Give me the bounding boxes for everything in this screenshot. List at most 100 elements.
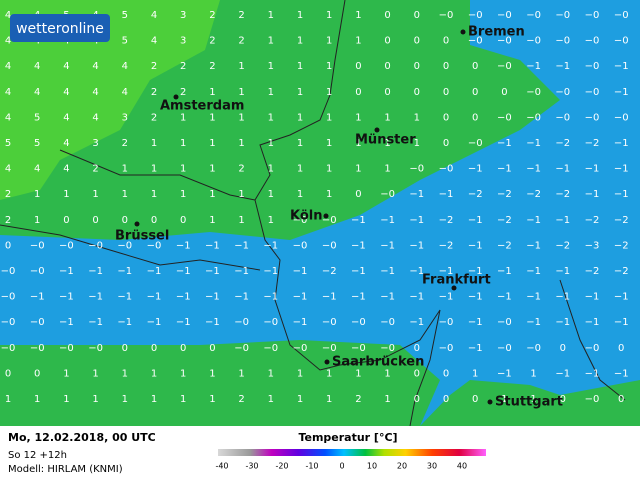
temp-value: −0 — [117, 240, 132, 251]
temp-value: 1 — [530, 368, 536, 379]
temp-value: 1 — [326, 189, 332, 200]
temp-value: 0 — [560, 343, 566, 354]
temp-value: 3 — [180, 36, 186, 47]
temp-value: 1 — [151, 138, 157, 149]
temp-value: −2 — [555, 240, 570, 251]
temp-value: −1 — [409, 292, 424, 303]
temp-value: −1 — [322, 292, 337, 303]
temp-value: 2 — [209, 36, 215, 47]
temp-value: 3 — [122, 112, 128, 123]
temp-value: 1 — [414, 138, 420, 149]
temp-value: −1 — [555, 61, 570, 72]
temp-value: −1 — [351, 266, 366, 277]
temp-value: −1 — [614, 292, 629, 303]
temp-value: −1 — [614, 87, 629, 98]
temp-value: 1 — [5, 394, 11, 405]
temp-value: −0 — [439, 164, 454, 175]
temp-value: −2 — [614, 266, 629, 277]
temp-value: 1 — [238, 189, 244, 200]
temp-value: 1 — [63, 394, 69, 405]
temp-value: −1 — [263, 240, 278, 251]
temp-value: 0 — [63, 215, 69, 226]
temp-value: −0 — [468, 138, 483, 149]
temp-value: 1 — [34, 215, 40, 226]
temp-value: 0 — [122, 343, 128, 354]
temp-value: 2 — [355, 394, 361, 405]
temp-value: 1 — [238, 368, 244, 379]
temp-value: 4 — [63, 61, 69, 72]
temp-value: 1 — [180, 368, 186, 379]
temp-value: 1 — [326, 61, 332, 72]
temp-value: −2 — [439, 240, 454, 251]
temp-value: 1 — [384, 164, 390, 175]
temp-value: −0 — [293, 343, 308, 354]
temp-value: 1 — [92, 189, 98, 200]
temp-value: −1 — [439, 189, 454, 200]
temp-value: 1 — [355, 36, 361, 47]
city-label: Saarbrücken — [332, 355, 424, 370]
temp-value: 0 — [443, 87, 449, 98]
city-dot — [134, 221, 140, 227]
temp-value: 0 — [414, 36, 420, 47]
temp-value: 0 — [414, 394, 420, 405]
temp-value: 1 — [238, 138, 244, 149]
temp-value: −1 — [176, 240, 191, 251]
temp-value: 1 — [268, 112, 274, 123]
temp-value: 1 — [151, 164, 157, 175]
temp-value: −2 — [585, 215, 600, 226]
logo-box[interactable] — [10, 14, 110, 42]
temp-value: 4 — [34, 61, 40, 72]
temp-value: 1 — [297, 368, 303, 379]
temp-value: −1 — [585, 317, 600, 328]
temp-value: −2 — [614, 215, 629, 226]
temp-value: 1 — [384, 138, 390, 149]
temp-value: −1 — [293, 292, 308, 303]
temp-value: 0 — [92, 215, 98, 226]
temp-value: 0 — [443, 112, 449, 123]
temp-value: −0 — [439, 343, 454, 354]
temp-value: 1 — [209, 394, 215, 405]
temp-value: 4 — [34, 87, 40, 98]
temp-value: 1 — [151, 189, 157, 200]
temp-value: 4 — [5, 61, 11, 72]
temp-value: 0 — [34, 368, 40, 379]
temp-value: −1 — [117, 292, 132, 303]
temp-value: 1 — [238, 112, 244, 123]
colorbar — [218, 449, 486, 456]
temp-value: −1 — [409, 189, 424, 200]
temp-value: 5 — [34, 138, 40, 149]
temp-value: 4 — [63, 138, 69, 149]
temp-value: −0 — [1, 343, 16, 354]
temp-value: −0 — [468, 10, 483, 21]
temp-value: −1 — [176, 292, 191, 303]
temp-value: −0 — [497, 317, 512, 328]
temp-value: 2 — [238, 164, 244, 175]
temp-value: −0 — [526, 10, 541, 21]
temp-value: 1 — [180, 138, 186, 149]
temp-value: 0 — [443, 138, 449, 149]
temp-value: 1 — [180, 112, 186, 123]
temp-value: 1 — [268, 10, 274, 21]
temp-value: 1 — [355, 112, 361, 123]
temp-value: −1 — [147, 266, 162, 277]
temp-value: 2 — [180, 87, 186, 98]
logo[interactable]: wetteronline — [16, 21, 104, 37]
temp-value: 1 — [268, 368, 274, 379]
temp-value: 4 — [5, 164, 11, 175]
temp-value: −1 — [497, 266, 512, 277]
temp-value: −0 — [468, 36, 483, 47]
temp-value: 1 — [92, 368, 98, 379]
temp-value: −0 — [293, 215, 308, 226]
temp-value: 1 — [63, 189, 69, 200]
temp-value: −0 — [585, 343, 600, 354]
temp-value: −0 — [88, 343, 103, 354]
temp-value: −0 — [234, 343, 249, 354]
temp-value: 0 — [618, 343, 624, 354]
city-label: Stuttgart — [495, 395, 563, 410]
temp-value: −0 — [526, 112, 541, 123]
colorbar-tick: 10 — [367, 462, 377, 471]
temp-value: −1 — [59, 317, 74, 328]
temp-value: 2 — [5, 189, 11, 200]
temp-value: −1 — [59, 292, 74, 303]
temp-value: 1 — [63, 368, 69, 379]
